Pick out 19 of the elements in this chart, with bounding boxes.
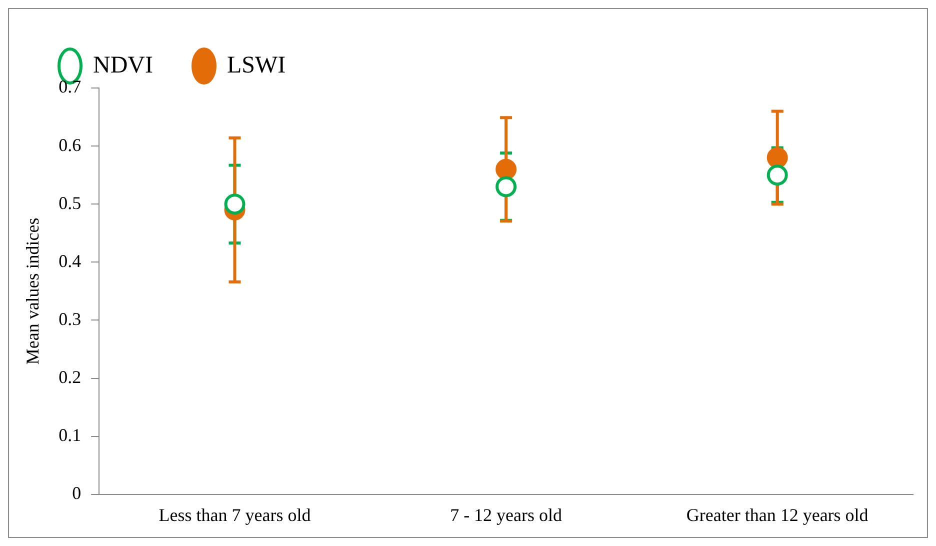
y-tick-label: 0.5 bbox=[58, 192, 82, 213]
point bbox=[766, 147, 788, 168]
y-tick-label: 0.7 bbox=[58, 76, 82, 97]
y-tick-label: 0.4 bbox=[58, 250, 82, 271]
x-tick-label: Less than 7 years old bbox=[158, 504, 311, 525]
y-tick-label: 0 bbox=[72, 483, 82, 504]
point bbox=[766, 164, 788, 186]
y-tick-label: 0.1 bbox=[58, 425, 82, 446]
y-tick-label: 0.6 bbox=[58, 134, 82, 155]
legend-label: NDVI bbox=[93, 52, 153, 78]
y-tick-label: 0.3 bbox=[58, 308, 82, 329]
x-tick-label: 7 - 12 years old bbox=[450, 504, 562, 525]
point bbox=[496, 176, 517, 198]
legend-label: LSWI bbox=[226, 52, 286, 78]
x-tick-label: Greater than 12 years old bbox=[686, 504, 868, 525]
point bbox=[496, 158, 517, 180]
point bbox=[224, 194, 246, 215]
y-axis-title: Mean values indices bbox=[22, 218, 43, 365]
y-tick-label: 0.2 bbox=[58, 367, 82, 388]
